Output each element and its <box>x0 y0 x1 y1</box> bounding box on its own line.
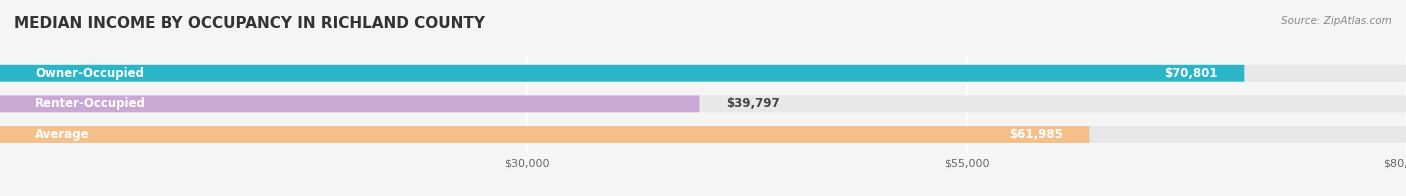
Text: Average: Average <box>35 128 90 141</box>
Text: $61,985: $61,985 <box>1010 128 1063 141</box>
Text: Renter-Occupied: Renter-Occupied <box>35 97 146 110</box>
FancyBboxPatch shape <box>0 65 1244 82</box>
Text: $70,801: $70,801 <box>1164 67 1218 80</box>
FancyBboxPatch shape <box>0 126 1406 143</box>
FancyBboxPatch shape <box>0 95 699 112</box>
FancyBboxPatch shape <box>0 126 1090 143</box>
Text: Source: ZipAtlas.com: Source: ZipAtlas.com <box>1281 16 1392 26</box>
FancyBboxPatch shape <box>0 65 1406 82</box>
FancyBboxPatch shape <box>0 95 1406 112</box>
Text: MEDIAN INCOME BY OCCUPANCY IN RICHLAND COUNTY: MEDIAN INCOME BY OCCUPANCY IN RICHLAND C… <box>14 16 485 31</box>
Text: Owner-Occupied: Owner-Occupied <box>35 67 145 80</box>
Text: $39,797: $39,797 <box>725 97 779 110</box>
